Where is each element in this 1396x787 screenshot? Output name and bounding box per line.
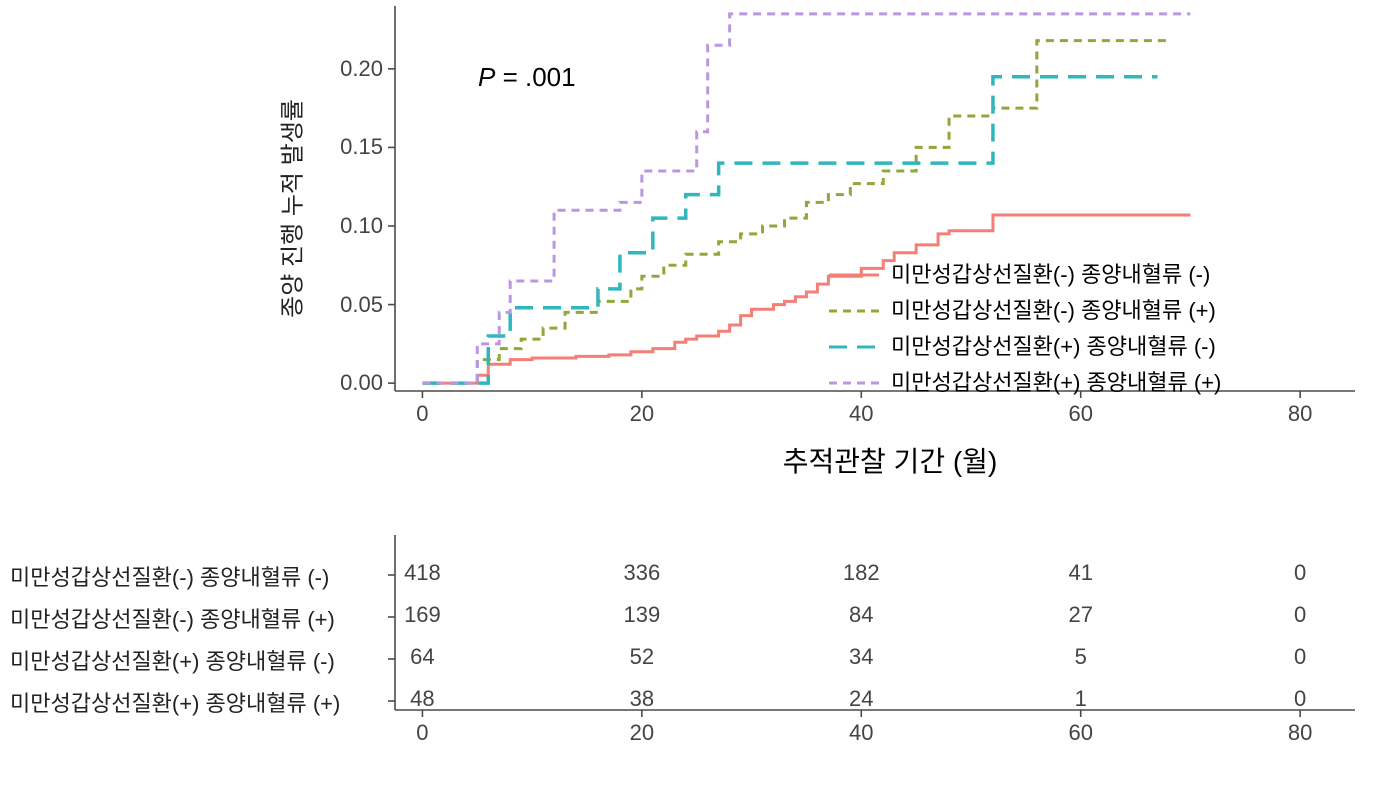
risk-cell: 38 (612, 686, 672, 712)
risk-cell: 0 (1270, 644, 1330, 670)
risk-cell: 64 (392, 644, 452, 670)
x-tick-label: 60 (1056, 401, 1106, 427)
risk-cell: 5 (1051, 644, 1111, 670)
risk-cell: 336 (612, 560, 672, 586)
risk-x-tick-label: 80 (1275, 720, 1325, 746)
legend-swatch (829, 332, 879, 358)
risk-row-label: 미만성갑상선질환(-) 종양내혈류 (-) (10, 560, 329, 592)
x-tick-label: 80 (1275, 401, 1325, 427)
risk-row-label: 미만성갑상선질환(+) 종양내혈류 (-) (10, 644, 335, 676)
legend-item: 미만성갑상선질환(-) 종양내혈류 (-) (829, 255, 1221, 291)
legend-swatch (829, 368, 879, 394)
x-axis-label: 추적관찰 기간 (월) (640, 440, 1140, 480)
legend-item: 미만성갑상선질환(+) 종양내혈류 (-) (829, 327, 1221, 363)
risk-x-tick-label: 0 (397, 720, 447, 746)
risk-cell: 418 (392, 560, 452, 586)
chart-legend: 미만성갑상선질환(-) 종양내혈류 (-) 미만성갑상선질환(-) 종양내혈류 (… (829, 255, 1221, 399)
risk-cell: 0 (1270, 602, 1330, 628)
legend-label: 미만성갑상선질환(-) 종양내혈류 (-) (891, 257, 1210, 289)
legend-swatch (829, 296, 879, 322)
risk-cell: 41 (1051, 560, 1111, 586)
risk-x-tick-label: 60 (1056, 720, 1106, 746)
legend-item: 미만성갑상선질환(-) 종양내혈류 (+) (829, 291, 1221, 327)
risk-cell: 27 (1051, 602, 1111, 628)
risk-cell: 1 (1051, 686, 1111, 712)
legend-label: 미만성갑상선질환(-) 종양내혈류 (+) (891, 293, 1216, 325)
x-tick-label: 20 (617, 401, 667, 427)
legend-label: 미만성갑상선질환(+) 종양내혈류 (-) (891, 329, 1216, 361)
risk-row-label: 미만성갑상선질환(+) 종양내혈류 (+) (10, 686, 340, 718)
risk-row-label: 미만성갑상선질환(-) 종양내혈류 (+) (10, 602, 335, 634)
y-tick-label: 0.00 (328, 370, 383, 396)
x-tick-label: 0 (397, 401, 447, 427)
risk-cell: 0 (1270, 686, 1330, 712)
risk-x-tick-label: 20 (617, 720, 667, 746)
y-tick-label: 0.15 (328, 134, 383, 160)
risk-cell: 139 (612, 602, 672, 628)
risk-cell: 52 (612, 644, 672, 670)
y-tick-label: 0.05 (328, 292, 383, 318)
risk-cell: 182 (831, 560, 891, 586)
risk-cell: 84 (831, 602, 891, 628)
risk-cell: 34 (831, 644, 891, 670)
x-tick-label: 40 (836, 401, 886, 427)
y-tick-label: 0.20 (328, 56, 383, 82)
risk-cell: 169 (392, 602, 452, 628)
legend-item: 미만성갑상선질환(+) 종양내혈류 (+) (829, 363, 1221, 399)
risk-x-tick-label: 40 (836, 720, 886, 746)
legend-swatch (829, 260, 879, 286)
risk-cell: 48 (392, 686, 452, 712)
risk-cell: 0 (1270, 560, 1330, 586)
risk-cell: 24 (831, 686, 891, 712)
y-tick-label: 0.10 (328, 213, 383, 239)
legend-label: 미만성갑상선질환(+) 종양내혈류 (+) (891, 365, 1221, 397)
y-axis-label: 종양 진행 누적 발생률 (273, 89, 308, 329)
